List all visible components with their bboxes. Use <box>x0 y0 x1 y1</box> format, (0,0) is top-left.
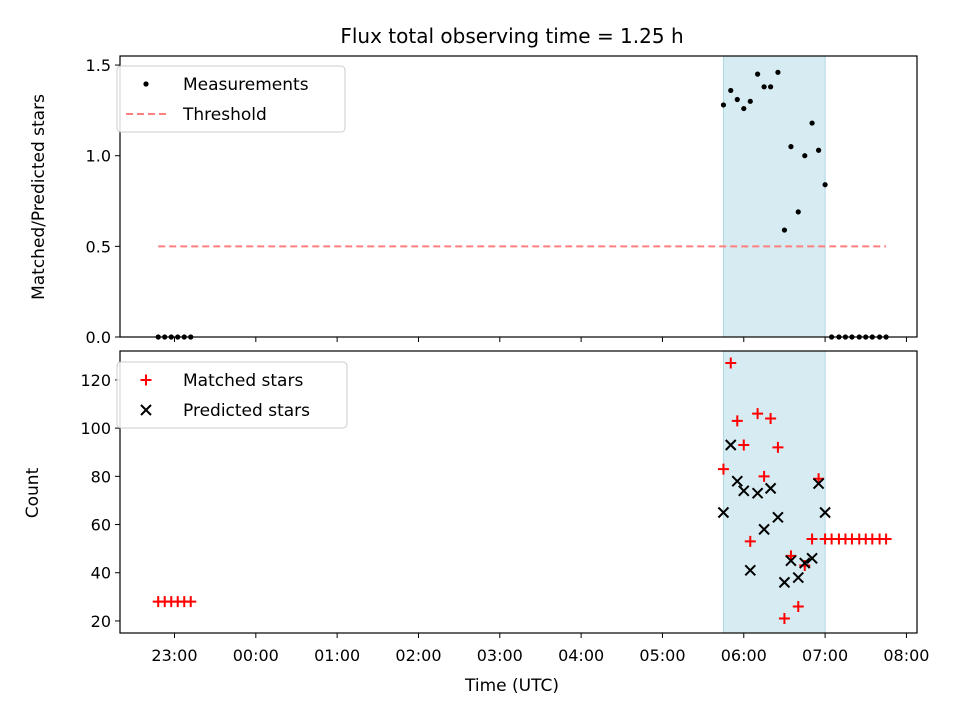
matched-star-point <box>738 439 750 451</box>
predicted-star-point <box>785 554 797 567</box>
legend-label: Threshold <box>182 105 267 125</box>
matched-star-point <box>725 357 737 369</box>
legend-panel-1: Measurements Threshold <box>116 65 346 133</box>
matched-star-point <box>731 415 743 427</box>
measurement-point <box>775 69 781 75</box>
legend-marker-plus <box>140 374 152 386</box>
measurement-point <box>734 96 740 103</box>
matched-star-point <box>778 613 790 625</box>
predicted-star-point <box>731 475 743 487</box>
axes-frame-panel-2 <box>119 350 918 634</box>
measurement-point <box>761 84 767 90</box>
predicted-star-point <box>806 552 818 564</box>
x-tick-label: 06:00 <box>721 646 767 665</box>
panel-1-ylabel: Matched/Predicted stars <box>29 94 49 300</box>
predicted-star-point <box>725 439 737 451</box>
x-tick-label: 07:00 <box>802 646 848 665</box>
y-tick-label-panel-1: 1.5 <box>86 56 111 75</box>
matched-star-point <box>792 600 804 612</box>
shaded-span-panel-1 <box>722 55 826 338</box>
measurement-point <box>809 120 815 126</box>
legend-box <box>116 361 348 429</box>
matched-star-point <box>752 408 764 420</box>
x-tick-label: 01:00 <box>314 646 360 665</box>
matched-star-point <box>772 441 784 453</box>
y-tick-label-panel-2: 120 <box>80 371 111 390</box>
measurement-point <box>768 84 774 90</box>
predicted-star-point <box>792 571 804 584</box>
x-axis-label: Time (UTC) <box>464 676 559 696</box>
predicted-star-point <box>758 523 770 536</box>
legend-marker-dot <box>143 81 149 87</box>
matched-star-point <box>880 533 892 545</box>
predicted-star-point <box>819 506 831 519</box>
measurement-point <box>802 153 808 159</box>
x-tick-label: 02:00 <box>395 646 441 665</box>
series-predicted-stars <box>717 439 831 589</box>
measurement-point <box>788 144 794 150</box>
predicted-star-point <box>799 557 811 569</box>
measurement-point <box>747 98 753 104</box>
matched-star-point <box>717 463 729 475</box>
matched-star-point <box>806 533 818 545</box>
measurement-point <box>741 105 747 112</box>
y-tick-label-panel-2: 100 <box>80 419 111 438</box>
measurement-point <box>781 227 788 233</box>
y-tick-label-panel-1: 0.0 <box>86 328 111 347</box>
legend-label: Predicted stars <box>183 401 310 421</box>
axes-frame-panel-1 <box>119 55 918 338</box>
matched-star-point <box>744 535 756 547</box>
legend-panel-2: Matched stars Predicted stars <box>116 361 348 429</box>
x-tick-label: 23:00 <box>151 646 197 665</box>
series-matched-stars <box>152 357 892 625</box>
predicted-star-point <box>738 485 750 497</box>
legend-label: Matched stars <box>183 371 303 391</box>
predicted-star-point <box>717 506 730 519</box>
predicted-star-point <box>764 482 777 495</box>
y-tick-label-panel-2: 60 <box>91 516 111 535</box>
predicted-star-point <box>772 511 784 524</box>
matched-star-point <box>185 596 197 608</box>
matched-star-point <box>765 412 777 424</box>
predicted-star-point <box>778 576 791 589</box>
legend-marker-x <box>140 404 152 416</box>
y-tick-label-panel-1: 0.5 <box>86 237 111 256</box>
y-tick-label-panel-2: 80 <box>91 467 111 486</box>
plot-area: 0.0 0.5 1.0 1.5 Measurements Threshold 23:00 00… <box>80 55 929 665</box>
x-tick-label: 05:00 <box>639 646 685 665</box>
predicted-star-point <box>812 477 825 490</box>
legend-label: Measurements <box>183 75 309 95</box>
measurement-point <box>815 147 822 153</box>
y-tick-label-panel-1: 1.0 <box>86 147 111 166</box>
measurement-point <box>795 209 801 215</box>
predicted-star-point <box>751 487 764 499</box>
predicted-star-point <box>744 564 756 577</box>
y-tick-label-panel-2: 40 <box>91 564 111 583</box>
legend-box <box>116 65 346 133</box>
measurement-point <box>720 102 727 108</box>
panel-2-ylabel: Count <box>23 467 43 518</box>
matched-star-point <box>758 470 770 482</box>
x-tick-label: 03:00 <box>477 646 523 665</box>
x-tick-label: 00:00 <box>233 646 279 665</box>
y-tick-label-panel-2: 20 <box>91 612 111 631</box>
measurement-point <box>822 182 828 188</box>
x-tick-label: 08:00 <box>883 646 929 665</box>
chart-title: Flux total observing time = 1.25 h <box>340 24 683 48</box>
measurement-point <box>728 87 734 94</box>
x-tick-label: 04:00 <box>558 646 604 665</box>
measurement-point <box>755 71 761 77</box>
